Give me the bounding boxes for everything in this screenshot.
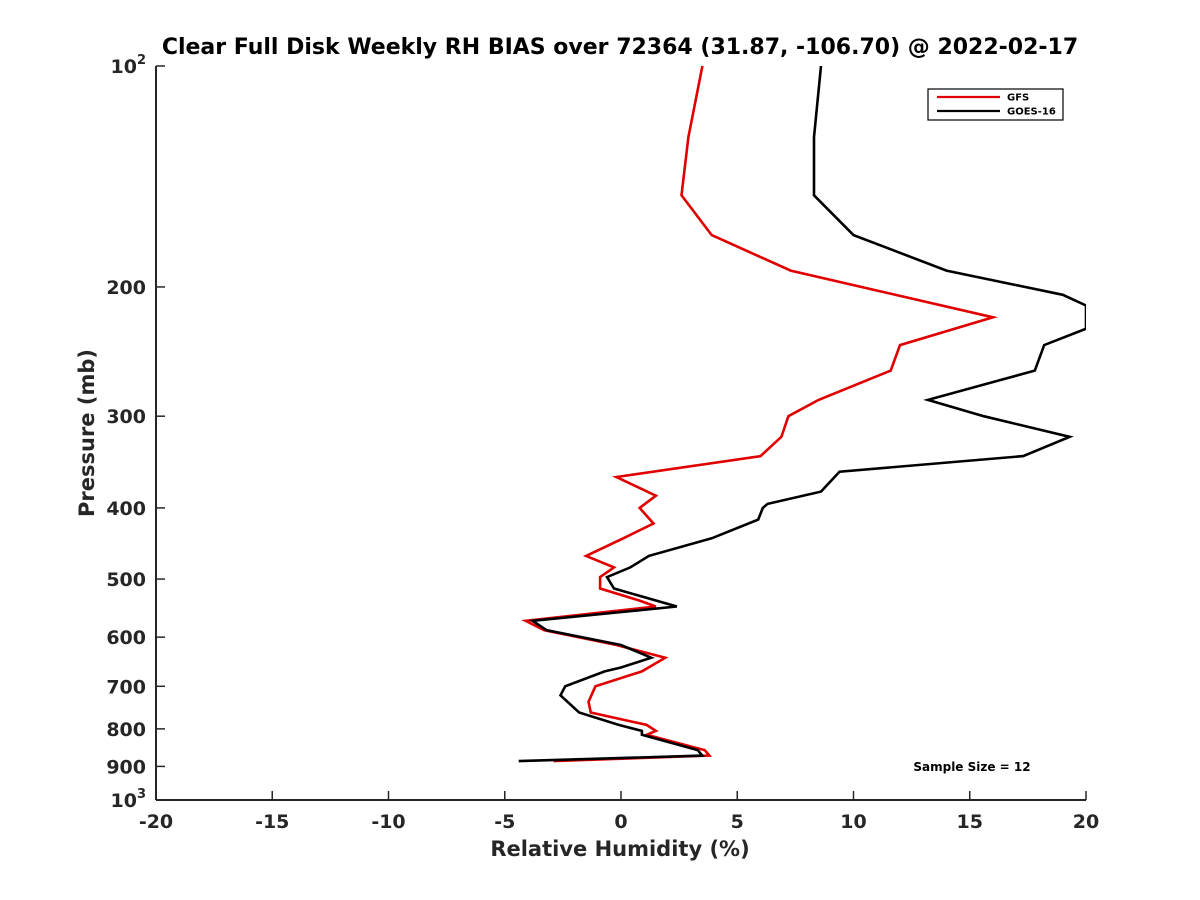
y-tick-exponent: 3 (137, 787, 146, 802)
series-line-gfs (521, 66, 999, 763)
sample-size-annotation: Sample Size = 12 (913, 760, 1030, 774)
y-tick-label: 200 (106, 277, 146, 299)
y-tick-label: 103 (111, 787, 147, 812)
x-tick-label: -20 (139, 811, 173, 833)
legend-label-goes16: GOES-16 (1007, 107, 1056, 118)
legend-label-gfs: GFS (1007, 93, 1029, 104)
chart-title: Clear Full Disk Weekly RH BIAS over 7236… (162, 35, 1078, 60)
x-tick-label: 20 (1073, 811, 1099, 833)
x-tick-label: -5 (494, 811, 515, 833)
y-tick-label: 700 (106, 676, 146, 698)
y-tick-exponent: 2 (137, 53, 146, 68)
x-axis-label: Relative Humidity (%) (490, 837, 749, 861)
x-tick-label: -10 (371, 811, 405, 833)
y-tick-label: 800 (106, 719, 146, 741)
plot-area: -20 -15 -10 -5 0 5 10 15 20 10220030040050060070… (106, 53, 1099, 833)
y-tick-base: 10 (111, 790, 137, 812)
x-tick-label: -15 (255, 811, 289, 833)
legend: GFS GOES-16 (927, 88, 1064, 121)
x-tick-group: -20 -15 -10 -5 0 5 10 15 20 (139, 791, 1099, 833)
x-tick-label: 0 (614, 811, 627, 833)
series-layer (518, 66, 1086, 763)
legend-box (927, 88, 1064, 121)
x-tick-label: 5 (731, 811, 744, 833)
y-tick-label: 900 (106, 756, 146, 778)
y-axis-label: Pressure (mb) (75, 349, 99, 517)
x-tick-label: 15 (957, 811, 983, 833)
y-tick-label: 600 (106, 627, 146, 649)
x-tick-label: 10 (840, 811, 866, 833)
y-tick-label: 400 (106, 498, 146, 520)
y-tick-label: 102 (111, 53, 147, 78)
y-tick-base: 10 (111, 56, 137, 78)
y-tick-label: 500 (106, 569, 146, 591)
y-tick-label: 300 (106, 406, 146, 428)
series-line-goes16 (518, 66, 1086, 763)
